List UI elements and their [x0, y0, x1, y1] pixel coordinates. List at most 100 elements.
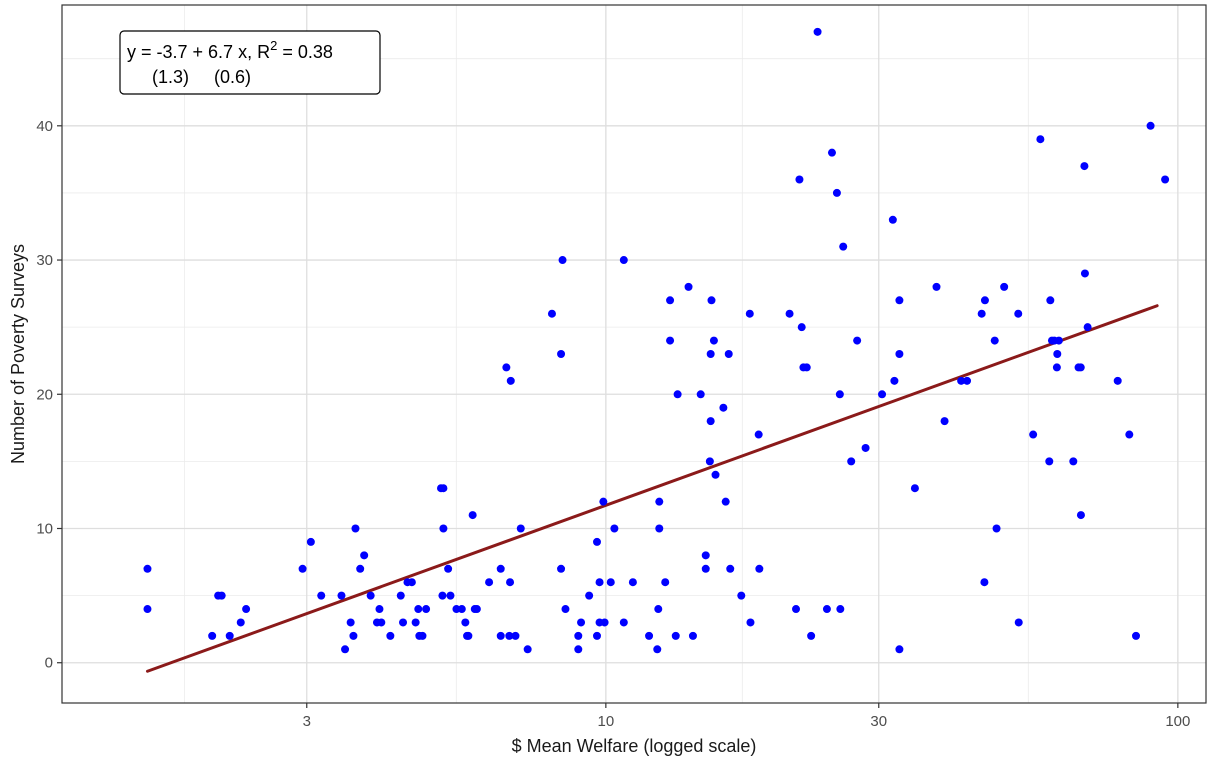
data-point: [472, 605, 481, 614]
data-point: [1046, 296, 1055, 305]
data-point: [242, 605, 251, 614]
equation-tail: = 0.38: [277, 42, 333, 62]
data-point: [600, 618, 609, 627]
data-point: [1036, 135, 1045, 144]
data-point: [439, 524, 448, 533]
data-point: [836, 605, 845, 614]
data-point: [795, 175, 804, 184]
data-point: [847, 457, 856, 466]
data-point: [1146, 121, 1155, 130]
data-point: [813, 27, 822, 36]
data-point: [592, 631, 601, 640]
data-point: [523, 645, 532, 654]
y-tick-label: 0: [45, 655, 53, 672]
data-point: [561, 605, 570, 614]
x-tick-label: 30: [870, 713, 887, 730]
data-point: [853, 336, 862, 345]
data-point: [802, 363, 811, 372]
data-point: [1045, 457, 1054, 466]
data-point: [217, 591, 226, 600]
data-point: [360, 551, 369, 560]
data-point: [705, 457, 714, 466]
y-tick-label: 40: [36, 118, 53, 135]
data-point: [701, 551, 710, 560]
data-point: [505, 631, 514, 640]
y-axis-title: Number of Poverty Surveys: [8, 244, 28, 464]
data-point: [797, 323, 806, 332]
data-point: [910, 484, 919, 493]
data-point: [832, 188, 841, 197]
data-point: [485, 578, 494, 587]
data-point: [511, 631, 520, 640]
data-point: [861, 443, 870, 452]
data-point: [557, 350, 566, 358]
data-point: [298, 564, 307, 573]
data-point: [557, 564, 566, 573]
plot-panel-border: [61, 4, 1207, 704]
gridlines: [62, 5, 1206, 703]
data-point: [414, 605, 423, 614]
data-point: [439, 484, 448, 493]
data-point: [1014, 309, 1023, 318]
data-point: [1052, 363, 1061, 372]
data-point: [366, 591, 375, 600]
data-point: [577, 618, 586, 627]
data-point: [351, 524, 360, 533]
fit-line-group: [145, 304, 1159, 673]
data-point: [654, 605, 663, 614]
equation-annotation: y = -3.7 + 6.7 x, R2 = 0.38 (1.3) (0.6): [119, 30, 381, 95]
data-point: [356, 564, 365, 573]
data-point: [653, 645, 662, 654]
data-point: [1113, 376, 1122, 385]
data-point: [957, 376, 966, 385]
data-point: [574, 645, 583, 654]
data-point: [396, 591, 405, 600]
data-point: [645, 631, 654, 640]
data-point: [707, 296, 716, 305]
x-tick-label: 100: [1165, 713, 1190, 730]
data-point: [468, 511, 477, 520]
equation-line-2: (1.3) (0.6): [152, 67, 251, 87]
data-point: [418, 631, 427, 640]
data-point: [807, 631, 816, 640]
data-point: [701, 564, 710, 573]
data-point: [619, 256, 628, 265]
data-point: [628, 578, 637, 587]
data-point: [827, 148, 836, 157]
data-point: [888, 215, 897, 224]
y-tick-label: 20: [36, 386, 53, 403]
equation-line-1: y = -3.7 + 6.7 x, R2 = 0.38: [127, 38, 333, 62]
equation-main: y = -3.7 + 6.7 x, R: [127, 42, 270, 62]
data-point: [377, 618, 386, 627]
data-point: [399, 618, 408, 627]
data-point: [1076, 363, 1085, 372]
data-point: [785, 309, 794, 318]
data-point: [737, 591, 746, 600]
data-point: [980, 296, 989, 305]
data-point: [895, 645, 904, 654]
data-point: [878, 390, 887, 399]
data-point: [839, 242, 848, 251]
data-point: [502, 363, 511, 372]
data-point: [341, 645, 350, 654]
x-axis-title: $ Mean Welfare (logged scale): [512, 736, 757, 756]
data-point: [444, 564, 453, 573]
data-point: [1069, 457, 1078, 466]
data-point: [655, 524, 664, 533]
data-point: [895, 350, 904, 358]
data-point: [890, 376, 899, 385]
data-point: [963, 376, 972, 385]
data-point: [386, 631, 395, 640]
data-point: [574, 631, 583, 640]
data-point: [236, 618, 245, 627]
data-point: [438, 591, 447, 600]
data-point: [1054, 336, 1063, 345]
data-point: [822, 605, 831, 614]
data-point: [1161, 175, 1170, 184]
data-point: [706, 350, 715, 358]
data-point: [422, 605, 431, 614]
data-point: [143, 605, 152, 614]
data-point: [496, 631, 505, 640]
data-point: [595, 578, 604, 587]
